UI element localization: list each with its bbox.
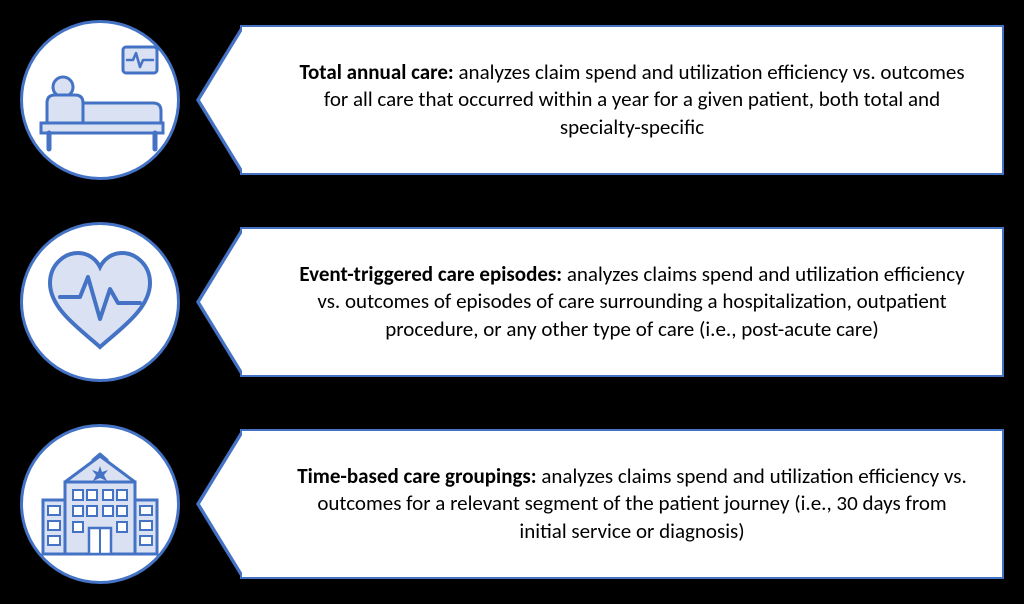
callout-title: Total annual care: [299, 59, 453, 85]
callout-box: Time-based care groupings: analyzes clai… [240, 429, 1004, 579]
callout-box: Total annual care: analyzes claim spend … [240, 25, 1004, 175]
hospital-bed-icon [35, 45, 165, 155]
callout-title: Time-based care groupings: [297, 463, 536, 489]
icon-circle [20, 20, 180, 180]
heart-pulse-icon [40, 247, 160, 357]
callout-title: Event-triggered care episodes: [299, 261, 562, 287]
info-row-time-based: Time-based care groupings: analyzes clai… [20, 414, 1004, 594]
hospital-building-icon [35, 444, 165, 564]
info-row-annual-care: Total annual care: analyzes claim spend … [20, 10, 1004, 190]
icon-circle [20, 424, 180, 584]
info-row-event-triggered: Event-triggered care episodes: analyzes … [20, 212, 1004, 392]
callout-text: Total annual care: analyzes claim spend … [292, 59, 972, 141]
icon-circle [20, 222, 180, 382]
callout-text: Event-triggered care episodes: analyzes … [292, 261, 972, 343]
callout-box: Event-triggered care episodes: analyzes … [240, 227, 1004, 377]
callout-text: Time-based care groupings: analyzes clai… [292, 463, 972, 545]
